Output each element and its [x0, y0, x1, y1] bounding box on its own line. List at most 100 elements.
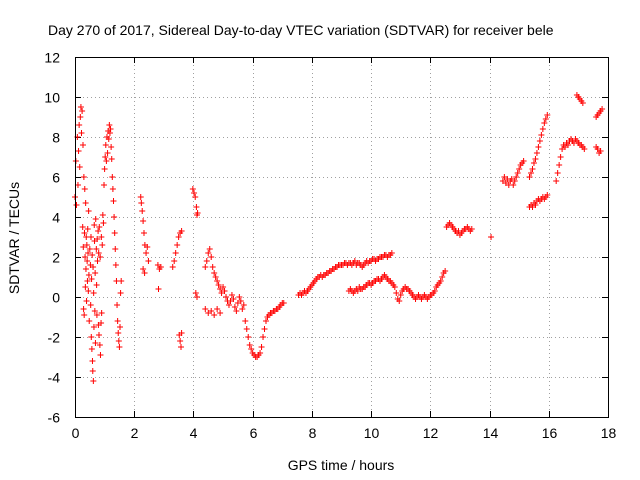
data-point [172, 250, 179, 256]
data-point [538, 132, 545, 138]
data-point [174, 242, 181, 248]
data-point [535, 144, 542, 150]
chart-title: Day 270 of 2017, Sidereal Day-to-day VTE… [48, 22, 554, 38]
data-point [553, 178, 560, 184]
data-points [72, 92, 606, 384]
data-point [208, 254, 215, 260]
data-point [536, 138, 543, 144]
data-point [597, 148, 604, 154]
data-point [143, 250, 150, 256]
data-point [108, 144, 115, 150]
data-point [98, 320, 105, 326]
data-point [599, 106, 606, 112]
data-point [92, 340, 99, 346]
data-point [391, 284, 398, 290]
series-late-14h-18h [499, 92, 606, 210]
data-point [109, 186, 116, 192]
y-tick-label: 0 [52, 290, 60, 306]
data-point [93, 312, 100, 318]
data-point [97, 254, 104, 260]
data-point [81, 230, 88, 236]
data-point [526, 174, 533, 180]
data-point [145, 258, 152, 264]
series-dip-6h [242, 300, 287, 360]
data-point [237, 298, 244, 304]
data-point [236, 294, 243, 300]
data-point [83, 242, 90, 248]
data-point [217, 310, 224, 316]
data-point [79, 108, 86, 114]
data-point [579, 100, 586, 106]
data-point [84, 226, 91, 232]
data-point [139, 208, 146, 214]
x-tick-label: 14 [483, 425, 499, 441]
data-point [260, 334, 267, 340]
data-point [245, 334, 252, 340]
axis-ticks: 0 2 4 6 8 10 12 14 16 18 -6 -4 -2 0 2 4 6 8 10 12 [44, 50, 616, 442]
data-point [215, 282, 222, 288]
data-point [82, 284, 89, 290]
x-axis-label: GPS time / hours [288, 457, 395, 473]
data-point [542, 116, 549, 122]
data-point [115, 330, 122, 336]
data-point [530, 160, 537, 166]
data-point [116, 344, 123, 350]
data-point [91, 308, 98, 314]
data-point [437, 278, 444, 284]
x-tick-label: 0 [72, 425, 80, 441]
data-point [77, 104, 84, 110]
data-point [85, 272, 92, 278]
y-tick-label: -2 [48, 330, 61, 346]
data-point [520, 158, 527, 164]
data-point [528, 170, 535, 176]
data-point [81, 186, 88, 192]
data-point [544, 112, 551, 118]
data-point [96, 342, 103, 348]
data-point [262, 318, 269, 324]
data-point [202, 306, 209, 312]
data-point [431, 288, 438, 294]
data-point [95, 228, 102, 234]
data-point [214, 278, 221, 284]
data-point [109, 174, 116, 180]
data-point [80, 306, 87, 312]
data-point [516, 166, 523, 172]
series-low-9h-12h [345, 268, 449, 304]
data-point [155, 286, 162, 292]
data-point [87, 234, 94, 240]
data-point [177, 338, 184, 344]
data-point [225, 302, 232, 308]
data-point [117, 290, 124, 296]
y-tick-label: 10 [44, 90, 60, 106]
data-point [243, 326, 250, 332]
data-point [191, 190, 198, 196]
data-point [439, 274, 446, 280]
x-tick-label: 4 [190, 425, 198, 441]
data-point [203, 258, 210, 264]
data-point [230, 296, 237, 302]
data-point [89, 358, 96, 364]
data-point [80, 174, 87, 180]
data-point [532, 156, 539, 162]
data-point [240, 302, 247, 308]
data-point [90, 324, 97, 330]
data-point [192, 194, 199, 200]
y-axis-label: SDTVAR / TECUs [6, 182, 22, 294]
data-point [84, 258, 91, 264]
data-point [211, 312, 218, 318]
data-point [510, 182, 517, 188]
data-point [114, 318, 121, 324]
data-point [258, 344, 265, 350]
data-point [99, 242, 106, 248]
data-point [393, 290, 400, 296]
data-point [98, 234, 105, 240]
data-point [96, 224, 103, 230]
data-point [214, 306, 221, 312]
data-point [178, 330, 185, 336]
data-point [95, 332, 102, 338]
data-point [83, 298, 90, 304]
data-point [79, 142, 86, 148]
data-point [140, 266, 147, 272]
data-point [228, 292, 235, 298]
